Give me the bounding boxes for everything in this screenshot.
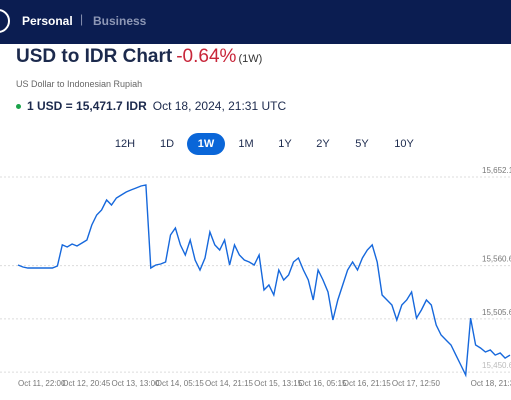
separator: |	[80, 12, 84, 26]
period: (1W)	[238, 53, 263, 65]
range-button[interactable]: 10Y	[394, 138, 414, 150]
title: USD to IDR Chart	[16, 46, 173, 67]
x-tick-label: Oct 14, 21:15	[205, 379, 254, 388]
range-button[interactable]: 1W	[187, 133, 225, 155]
range-button[interactable]: 5Y	[355, 138, 369, 150]
range-button[interactable]: 1Y	[278, 138, 292, 150]
range-button[interactable]: 12H	[114, 138, 136, 150]
range-button[interactable]: 1D	[159, 138, 175, 150]
status-dot	[16, 104, 21, 110]
nav-item[interactable]: Business	[93, 14, 147, 28]
x-tick-label: Oct 11, 22:00	[18, 379, 66, 388]
range-button[interactable]: 1M	[238, 138, 254, 150]
y-tick-label: 15,505.6	[482, 308, 511, 317]
x-tick-label: Oct 14, 05:15	[156, 379, 205, 388]
x-tick-label: Oct 16, 21:15	[343, 379, 392, 388]
range-button[interactable]: 2Y	[316, 138, 330, 150]
y-tick-label: 15,450.6	[482, 361, 511, 370]
rate-row: 1 USD = 15,471.7 IDR Oct 18, 2024, 21:31 …	[16, 99, 286, 113]
x-tick-label: Oct 18, 21:3	[471, 379, 511, 388]
x-tick-label: Oct 12, 20:45	[62, 379, 111, 388]
top-nav: Personal | Business	[0, 0, 511, 44]
x-tick-label: Oct 17, 12:50	[392, 379, 441, 388]
x-tick-label: Oct 13, 13:00	[111, 379, 160, 388]
timestamp: Oct 18, 2024, 21:31 UTC	[152, 99, 287, 113]
y-tick-label: 15,652.1	[482, 166, 511, 175]
change: -0.64%	[176, 46, 237, 67]
y-tick-label: 15,560.6	[482, 255, 511, 264]
price-line	[17, 184, 511, 378]
x-tick-label: Oct 16, 05:15	[298, 379, 347, 388]
chart: 15,652.1 15,560.6 15,505.6 15,450.6 Oct 11, …	[0, 166, 511, 388]
rate: 1 USD = 15,471.7 IDR	[27, 99, 147, 113]
x-tick-label: Oct 15, 13:15	[254, 379, 303, 388]
nav-item[interactable]: Personal	[22, 14, 73, 28]
logo	[0, 9, 10, 33]
subtitle: US Dollar to Indonesian Rupiah	[16, 79, 143, 89]
heading: USD to IDR Chart -0.64% (1W)	[16, 46, 262, 68]
